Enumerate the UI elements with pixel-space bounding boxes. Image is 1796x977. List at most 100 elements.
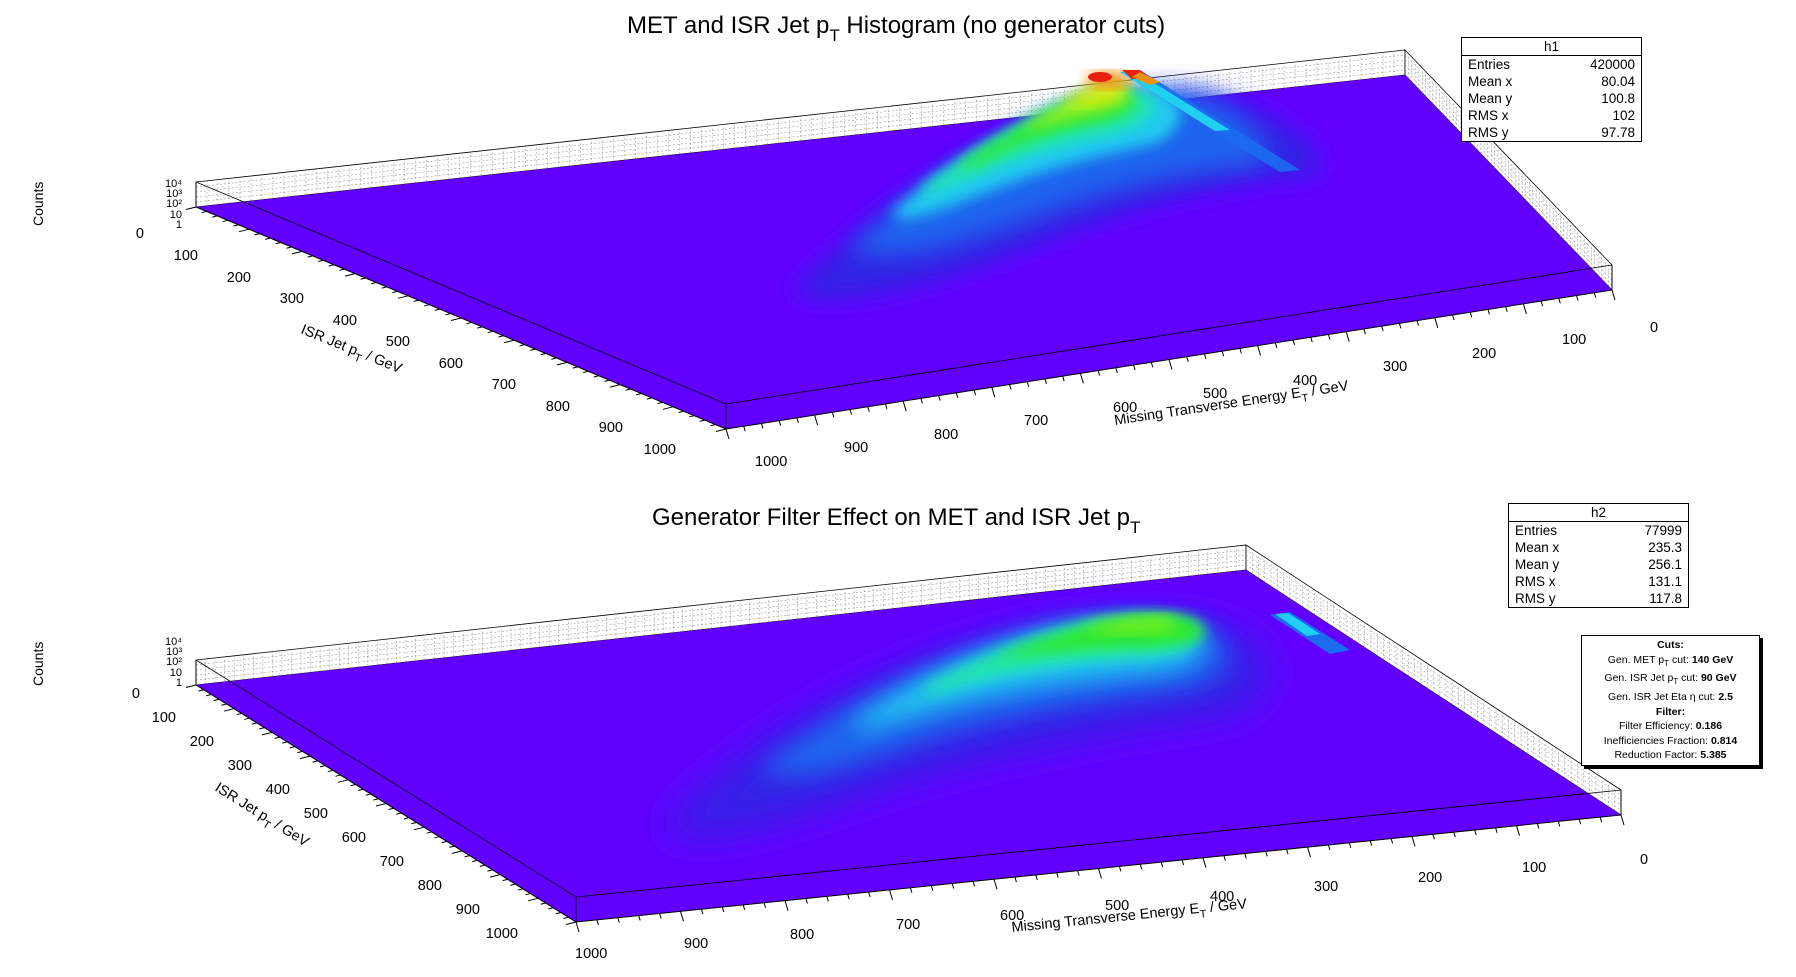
x-minor-tick [659, 913, 662, 919]
axis-ticks [185, 206, 1616, 440]
y-major-tick [238, 228, 250, 233]
x-major-tick [575, 921, 580, 933]
x-tick-label: 200 [1472, 346, 1496, 362]
x-minor-tick [796, 417, 799, 424]
x-minor-tick [1203, 353, 1207, 360]
cut-isr-pt: Gen. ISR Jet pT cut: 90 GeV [1604, 672, 1737, 687]
x-minor-tick [1077, 870, 1080, 876]
y-minor-tick [286, 246, 292, 249]
x-minor-tick [1390, 838, 1394, 844]
x-minor-tick [1536, 823, 1540, 829]
y-minor-tick [339, 268, 345, 271]
y-minor-tick [244, 717, 250, 720]
y-tick-label: 200 [227, 270, 251, 286]
stats-row: RMS x 102 [1468, 108, 1635, 123]
cuts-info-box: Cuts: Gen. MET pT cut: 140 GeV Gen. ISR … [1581, 635, 1760, 766]
y-minor-tick [498, 335, 504, 338]
y-minor-tick [388, 807, 394, 810]
y-minor-tick [502, 878, 508, 882]
y-major-tick [503, 339, 515, 344]
x-major-tick [1098, 868, 1102, 879]
x-minor-tick [1014, 876, 1017, 883]
x-major-tick [1168, 359, 1173, 370]
y-major-tick [223, 708, 235, 712]
panel-2 [185, 544, 1625, 933]
y-tick-label: 800 [418, 878, 442, 894]
x-minor-tick [1292, 339, 1296, 346]
x-tick-label: 500 [1203, 386, 1227, 402]
wall-grid-line [1245, 554, 1622, 801]
y-minor-tick [318, 259, 324, 263]
x-major-tick [889, 889, 893, 901]
z-axis-label-2: Counts [30, 642, 46, 686]
x-major-tick [725, 428, 730, 440]
x-minor-tick [1540, 300, 1544, 307]
y-minor-tick [449, 845, 455, 848]
y-minor-tick [289, 746, 295, 749]
x-axis-label-1: Missing Transverse Energy ET / GeV [1113, 378, 1350, 433]
y-minor-tick [335, 774, 341, 777]
y-minor-tick [265, 237, 271, 240]
y-tick-label: 800 [546, 399, 570, 415]
x-minor-tick [1115, 367, 1118, 373]
y-minor-tick [678, 410, 684, 413]
x-minor-tick [1469, 312, 1473, 318]
x-minor-tick [1310, 337, 1313, 343]
filter-heading: Filter: [1655, 705, 1686, 718]
x-minor-tick [951, 883, 955, 889]
x-tick-label: 0 [1650, 320, 1658, 336]
x-minor-tick [1223, 855, 1226, 861]
x-major-tick [1411, 836, 1416, 847]
x-tick-label: 200 [1418, 870, 1442, 886]
y-major-tick [489, 874, 501, 878]
x-minor-tick [1505, 306, 1508, 312]
x-major-tick [1345, 331, 1350, 342]
x-minor-tick [1181, 859, 1185, 866]
svg-text:10²: 10² [166, 198, 182, 210]
inefficiencies-fraction: Inefficiencies Fraction: 0.814 [1603, 734, 1738, 747]
stats-box-title: h2 [1509, 504, 1688, 522]
wall-grid-lines [195, 546, 1622, 811]
y-major-tick [344, 273, 356, 277]
x-tick-labels-2: 0 100 200 300 400 500 600 700 800 900 10… [575, 852, 1648, 962]
y-minor-tick [657, 401, 663, 405]
x-major-tick [1307, 846, 1311, 858]
x-minor-tick [955, 392, 959, 399]
x-minor-tick [1327, 844, 1331, 851]
y-major-tick [261, 731, 273, 736]
y-minor-tick [274, 736, 280, 739]
cuts-heading: Cuts: [1657, 639, 1684, 651]
chart-1-title: MET and ISR Jet pT Histogram (no generat… [627, 12, 1165, 45]
stats-row: Mean x 80.04 [1468, 74, 1635, 89]
z-axis-label-1: Counts [30, 182, 46, 226]
svg-text:10: 10 [170, 667, 182, 679]
y-minor-tick [371, 281, 377, 285]
x-major-tick [784, 900, 789, 911]
y-minor-tick [403, 817, 409, 820]
y-minor-tick [434, 308, 440, 311]
y-tick-label: 600 [439, 356, 463, 372]
y-minor-tick [259, 727, 265, 730]
x-tick-label: 1000 [575, 946, 607, 962]
wall-grid-line [195, 554, 1247, 671]
x-minor-tick [617, 917, 620, 923]
x-minor-tick [1593, 292, 1597, 298]
x-minor-tick [700, 909, 704, 915]
x-minor-tick [596, 919, 599, 926]
x-minor-tick [1009, 384, 1012, 390]
x-minor-tick [849, 409, 853, 415]
x-tick-label: 0 [1640, 852, 1648, 868]
y-minor-tick [350, 784, 356, 787]
y-major-tick [451, 850, 463, 854]
y-minor-tick [540, 902, 546, 905]
x-minor-tick [1062, 376, 1065, 382]
x-minor-tick [1244, 853, 1247, 859]
y-minor-tick [583, 370, 589, 374]
y-tick-labels-1: 0 100 200 300 400 500 600 700 800 900 10… [136, 226, 676, 458]
stats-box-title: h1 [1462, 38, 1641, 56]
y-tick-label: 300 [228, 758, 252, 774]
y-minor-tick [201, 210, 207, 214]
y-minor-tick [689, 415, 695, 418]
y-major-tick [556, 361, 568, 366]
x-minor-tick [1363, 328, 1366, 335]
